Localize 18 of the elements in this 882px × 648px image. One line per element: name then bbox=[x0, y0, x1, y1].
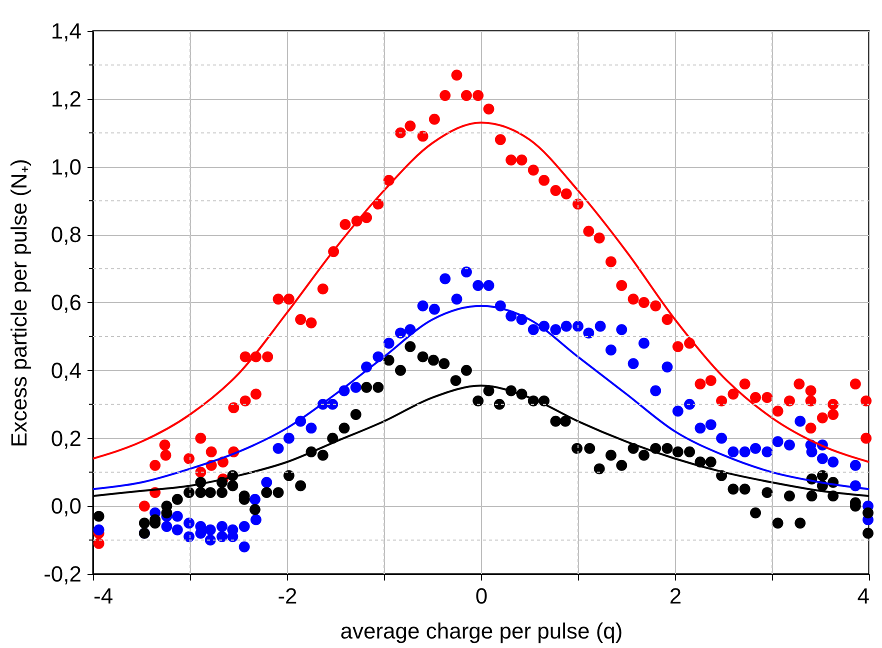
y-tick-label: 1,4 bbox=[50, 18, 82, 44]
y-tick-label: 1,2 bbox=[50, 86, 82, 112]
y-axis-title: Excess particle per pulse (N₊) bbox=[6, 158, 32, 448]
y-tick-label: 0,0 bbox=[50, 494, 82, 519]
y-tick-label: 1,0 bbox=[50, 154, 82, 180]
line-series bbox=[92, 122, 870, 464]
line-series bbox=[92, 304, 870, 490]
x-axis-title: average charge per pulse (q) bbox=[340, 618, 623, 644]
x-tick-label: -4 bbox=[94, 584, 114, 608]
y-tick-label: 0,2 bbox=[50, 426, 82, 451]
x-tick-label: 0 bbox=[475, 584, 488, 608]
y-tick-label: 0,6 bbox=[50, 290, 82, 315]
y-tick-label: 0,8 bbox=[50, 222, 82, 248]
x-tick-label: -2 bbox=[278, 584, 298, 608]
x-tick-label: 2 bbox=[669, 584, 682, 608]
y-tick-label: -0,2 bbox=[44, 562, 82, 586]
y-tick-label: 0,4 bbox=[50, 358, 82, 383]
x-tick-label: 4 bbox=[857, 584, 870, 608]
